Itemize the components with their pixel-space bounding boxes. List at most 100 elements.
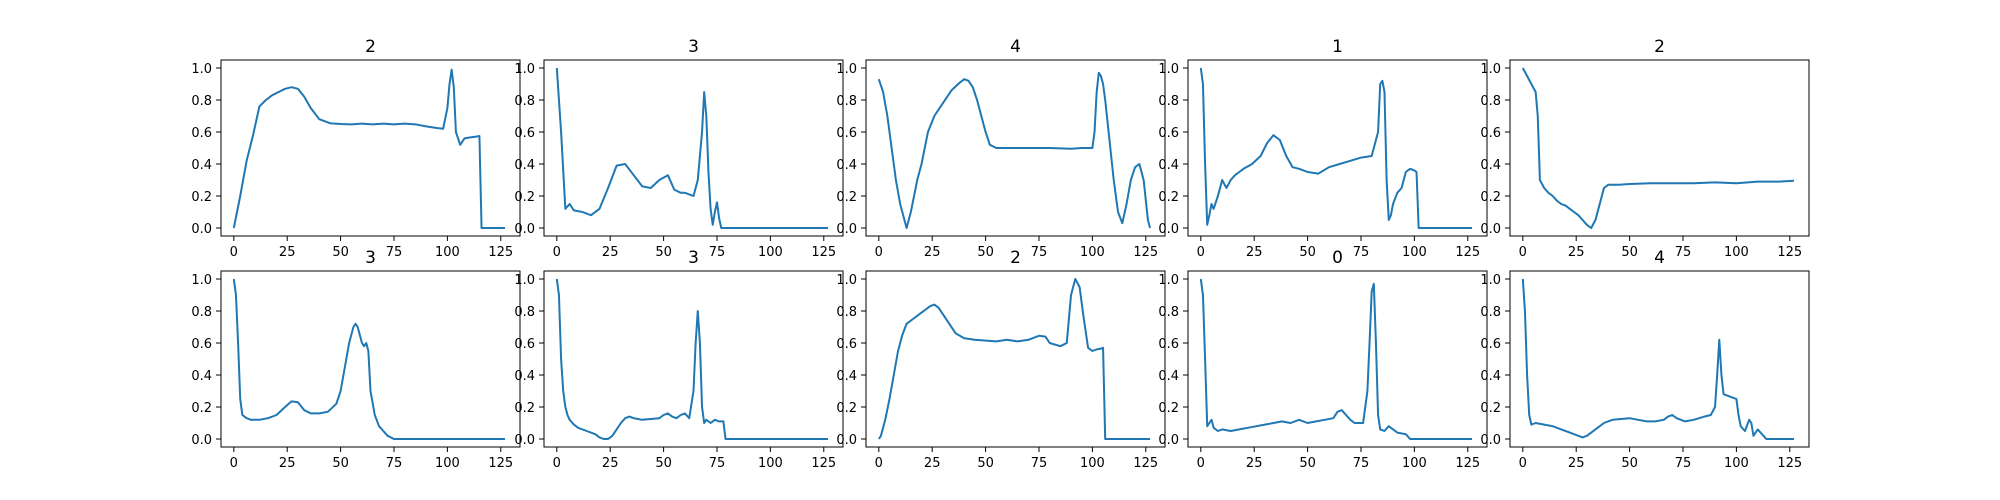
axes-frame — [543, 270, 844, 448]
x-tick-label: 25 — [602, 245, 619, 260]
y-tick-label: 1.0 — [191, 62, 212, 77]
y-tick-label: 0.2 — [1158, 190, 1179, 205]
x-tick-label: 50 — [655, 456, 672, 471]
axes-frame — [1509, 270, 1810, 448]
x-tick-label: 75 — [1675, 245, 1692, 260]
y-tick-label: 0.6 — [514, 126, 535, 141]
y-tick-label: 0.6 — [1480, 337, 1501, 352]
subplot-title: 3 — [365, 248, 376, 268]
x-tick-label: 100 — [1080, 456, 1105, 471]
x-tick-label: 125 — [488, 245, 513, 260]
y-tick-label: 0.4 — [191, 158, 212, 173]
y-tick-label: 0.6 — [836, 337, 857, 352]
y-tick-label: 0.8 — [191, 305, 212, 320]
x-tick-label: 75 — [1353, 245, 1370, 260]
y-tick-label: 0.4 — [1480, 369, 1501, 384]
subplot-title: 4 — [1010, 37, 1021, 57]
x-tick-label: 50 — [1621, 456, 1638, 471]
y-tick-label: 0.0 — [1480, 222, 1501, 237]
y-tick-label: 0.2 — [1158, 401, 1179, 416]
x-tick-label: 0 — [875, 456, 883, 471]
x-tick-label: 100 — [758, 245, 783, 260]
y-tick-label: 0.6 — [1480, 126, 1501, 141]
y-tick-label: 0.4 — [836, 158, 857, 173]
y-tick-label: 1.0 — [1480, 62, 1501, 77]
y-tick-label: 0.2 — [514, 190, 535, 205]
x-tick-label: 25 — [1568, 245, 1585, 260]
y-tick-label: 0.8 — [514, 94, 535, 109]
x-tick-label: 100 — [1724, 456, 1749, 471]
series-line — [232, 68, 506, 229]
subplot-title: 2 — [1010, 248, 1021, 268]
series-line — [1199, 67, 1473, 229]
x-tick-label: 50 — [1621, 245, 1638, 260]
subplot-3: 0 25 50 75 100 125 0.0 0.2 0.4 0.6 0.8 1.0 4 — [836, 37, 1166, 260]
y-tick-label: 0.6 — [191, 337, 212, 352]
x-tick-label: 0 — [1519, 245, 1527, 260]
x-tick-label: 125 — [1777, 456, 1802, 471]
x-tick-label: 75 — [386, 456, 403, 471]
y-tick-label: 1.0 — [1480, 273, 1501, 288]
y-tick-label: 1.0 — [191, 273, 212, 288]
y-tick-label: 0.4 — [1480, 158, 1501, 173]
y-tick-label: 0.2 — [836, 401, 857, 416]
y-tick-label: 0.0 — [191, 433, 212, 448]
y-tick-label: 0.8 — [1480, 94, 1501, 109]
y-tick-label: 0.6 — [514, 337, 535, 352]
x-tick-label: 25 — [924, 245, 941, 260]
x-tick-label: 100 — [1402, 456, 1427, 471]
series-line — [555, 278, 829, 440]
y-tick-label: 1.0 — [1158, 273, 1179, 288]
x-tick-label: 100 — [1402, 245, 1427, 260]
series-line — [877, 278, 1151, 440]
y-tick-label: 0.0 — [514, 433, 535, 448]
y-tick-label: 0.2 — [1480, 401, 1501, 416]
y-tick-label: 0.2 — [514, 401, 535, 416]
subplot-10: 0 25 50 75 100 125 0.0 0.2 0.4 0.6 0.8 1.0 4 — [1480, 248, 1810, 471]
x-tick-label: 25 — [279, 456, 296, 471]
subplot-title: 2 — [365, 37, 376, 57]
subplot-title: 3 — [688, 37, 699, 57]
y-tick-label: 0.0 — [1158, 433, 1179, 448]
x-tick-label: 125 — [1777, 245, 1802, 260]
x-tick-label: 25 — [1246, 245, 1263, 260]
x-tick-label: 0 — [553, 456, 561, 471]
y-tick-label: 0.8 — [1158, 305, 1179, 320]
axes-frame — [1509, 59, 1810, 237]
y-tick-label: 0.0 — [836, 433, 857, 448]
y-tick-label: 0.0 — [1158, 222, 1179, 237]
y-tick-label: 0.2 — [191, 190, 212, 205]
axes-frame — [1187, 59, 1488, 237]
axes-frame — [865, 59, 1166, 237]
subplot-title: 4 — [1654, 248, 1665, 268]
subplot-title: 2 — [1654, 37, 1665, 57]
x-tick-label: 125 — [1455, 456, 1480, 471]
subplot-4: 0 25 50 75 100 125 0.0 0.2 0.4 0.6 0.8 1.0 1 — [1158, 37, 1488, 260]
axes-frame — [1187, 270, 1488, 448]
x-tick-label: 75 — [709, 245, 726, 260]
x-tick-label: 0 — [1197, 456, 1205, 471]
x-tick-label: 100 — [1080, 245, 1105, 260]
x-tick-label: 125 — [1133, 456, 1158, 471]
y-tick-label: 0.8 — [191, 94, 212, 109]
x-tick-label: 0 — [553, 245, 561, 260]
y-tick-label: 1.0 — [1158, 62, 1179, 77]
subplot-7: 0 25 50 75 100 125 0.0 0.2 0.4 0.6 0.8 1.0 3 — [514, 248, 844, 471]
y-tick-label: 0.4 — [191, 369, 212, 384]
x-tick-label: 125 — [1455, 245, 1480, 260]
y-tick-label: 0.8 — [514, 305, 535, 320]
x-tick-label: 0 — [230, 456, 238, 471]
y-tick-label: 0.2 — [836, 190, 857, 205]
x-tick-label: 125 — [488, 456, 513, 471]
y-tick-label: 0.8 — [836, 94, 857, 109]
x-tick-label: 50 — [977, 245, 994, 260]
y-tick-label: 0.2 — [191, 401, 212, 416]
x-tick-label: 0 — [875, 245, 883, 260]
x-tick-label: 0 — [1197, 245, 1205, 260]
x-tick-label: 75 — [386, 245, 403, 260]
x-tick-label: 125 — [811, 245, 836, 260]
y-tick-label: 0.0 — [836, 222, 857, 237]
y-tick-label: 1.0 — [836, 62, 857, 77]
subplot-title: 0 — [1332, 248, 1343, 268]
y-tick-label: 0.0 — [1480, 433, 1501, 448]
